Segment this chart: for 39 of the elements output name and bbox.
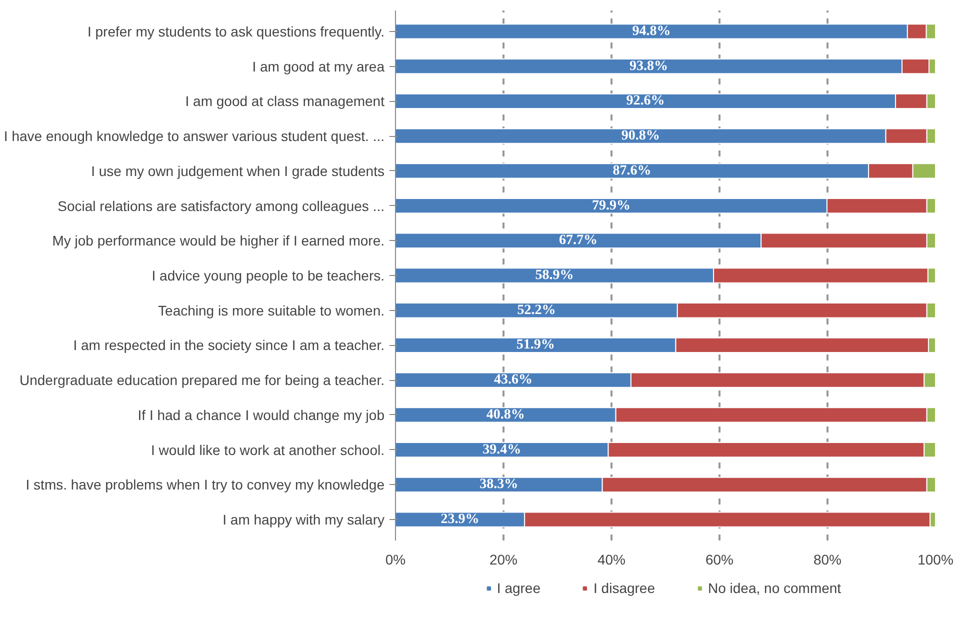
data-label: 40.8% [486,407,525,422]
data-label: 90.8% [621,128,660,144]
data-label: 93.8% [630,58,668,74]
x-tick-label: 40% [597,552,626,568]
y-tick-label: Teaching is more suitable to women. [158,302,385,318]
data-label: 51.9% [516,338,555,353]
y-tick-label: Social relations are satisfactory among colleagues ... [58,198,385,214]
y-tick-label: I am happy with my salary [222,512,385,528]
y-tick-label: Undergraduate education prepared me for being a teacher. [19,372,385,388]
x-tick-label: 100% [918,552,954,568]
data-label: 79.9% [592,198,630,214]
y-tick-label: If I had a chance I would change my job [138,406,385,423]
y-tick-label: I am good at class management [185,93,385,110]
x-tick-label: 80% [813,552,842,568]
data-label: 94.8% [632,24,671,39]
data-label: 39.4% [482,442,522,458]
data-label: 52.2% [517,302,556,318]
y-tick-label: I use my own judgement when I grade students [91,162,385,179]
data-label: 92.6% [626,94,665,109]
data-label: 67.7% [559,233,598,248]
y-tick-label: I advice young people to be teachers. [152,268,385,284]
y-tick-label: I prefer my students to ask questions frequently. [88,23,385,40]
y-tick-label: I stms. have problems when I try to convey my knowledge [26,476,385,493]
data-label: 43.6% [494,372,532,388]
data-label: 87.6% [612,163,652,178]
x-tick-label: 60% [705,552,734,568]
y-tick-label: I would like to work at another school. [151,442,385,458]
y-tick-label: I am good at my area [252,58,385,74]
legend-label: No idea, no comment [708,580,842,596]
x-tick-label: 0% [385,552,406,568]
x-tick-label: 20% [489,552,518,568]
data-label: 38.3% [480,477,518,492]
y-tick-label: I have enough knowledge to answer various student quest. ... [4,128,384,144]
data-label: 58.9% [535,268,574,283]
y-tick-label: My job performance would be higher if I earned more. [52,232,384,249]
legend-label: I disagree [594,580,655,596]
legend-label: I agree [496,580,541,596]
y-tick-label: I am respected in the society since I am a teacher. [73,337,385,354]
data-label: 23.9% [440,512,480,528]
